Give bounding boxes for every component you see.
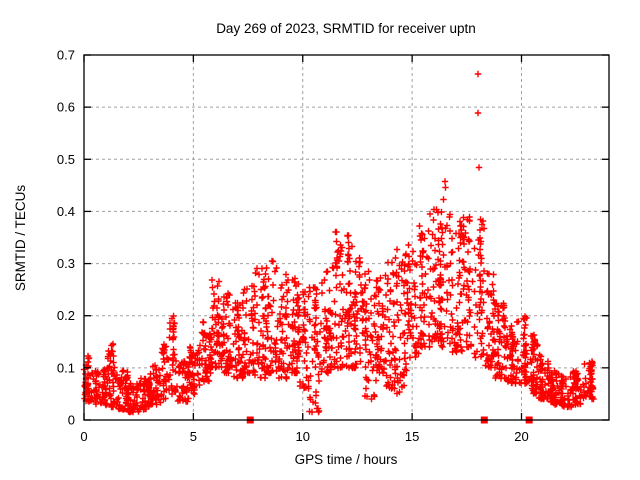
y-tick-label: 0.2 <box>57 308 75 323</box>
y-tick-label: 0.4 <box>57 204 75 219</box>
y-tick-labels: 0 0.1 0.2 0.3 0.4 0.5 0.6 0.7 <box>57 48 75 428</box>
plot-border <box>83 54 610 421</box>
scatter-plus-markers <box>80 70 597 416</box>
x-tick-label: 10 <box>296 429 310 444</box>
y-tick-label: 0.3 <box>57 256 75 271</box>
y-axis-label: SRMTID / TECUs <box>13 185 28 292</box>
y-tick-label: 0.6 <box>57 100 75 115</box>
x-axis-label: GPS time / hours <box>295 452 398 467</box>
x-tick-label: 15 <box>405 429 419 444</box>
chart-title: Day 269 of 2023, SRMTID for receiver upt… <box>216 21 476 36</box>
y-tick-label: 0 <box>68 413 75 428</box>
y-tick-label: 0.7 <box>57 48 75 63</box>
y-tick-label: 0.5 <box>57 152 75 167</box>
x-tick-labels: 0 5 10 15 20 <box>80 429 528 444</box>
data-points <box>80 70 597 416</box>
x-tick-label: 0 <box>80 429 87 444</box>
y-tick-label: 0.1 <box>57 360 75 375</box>
x-tick-label: 20 <box>514 429 528 444</box>
x-tick-label: 5 <box>190 429 197 444</box>
